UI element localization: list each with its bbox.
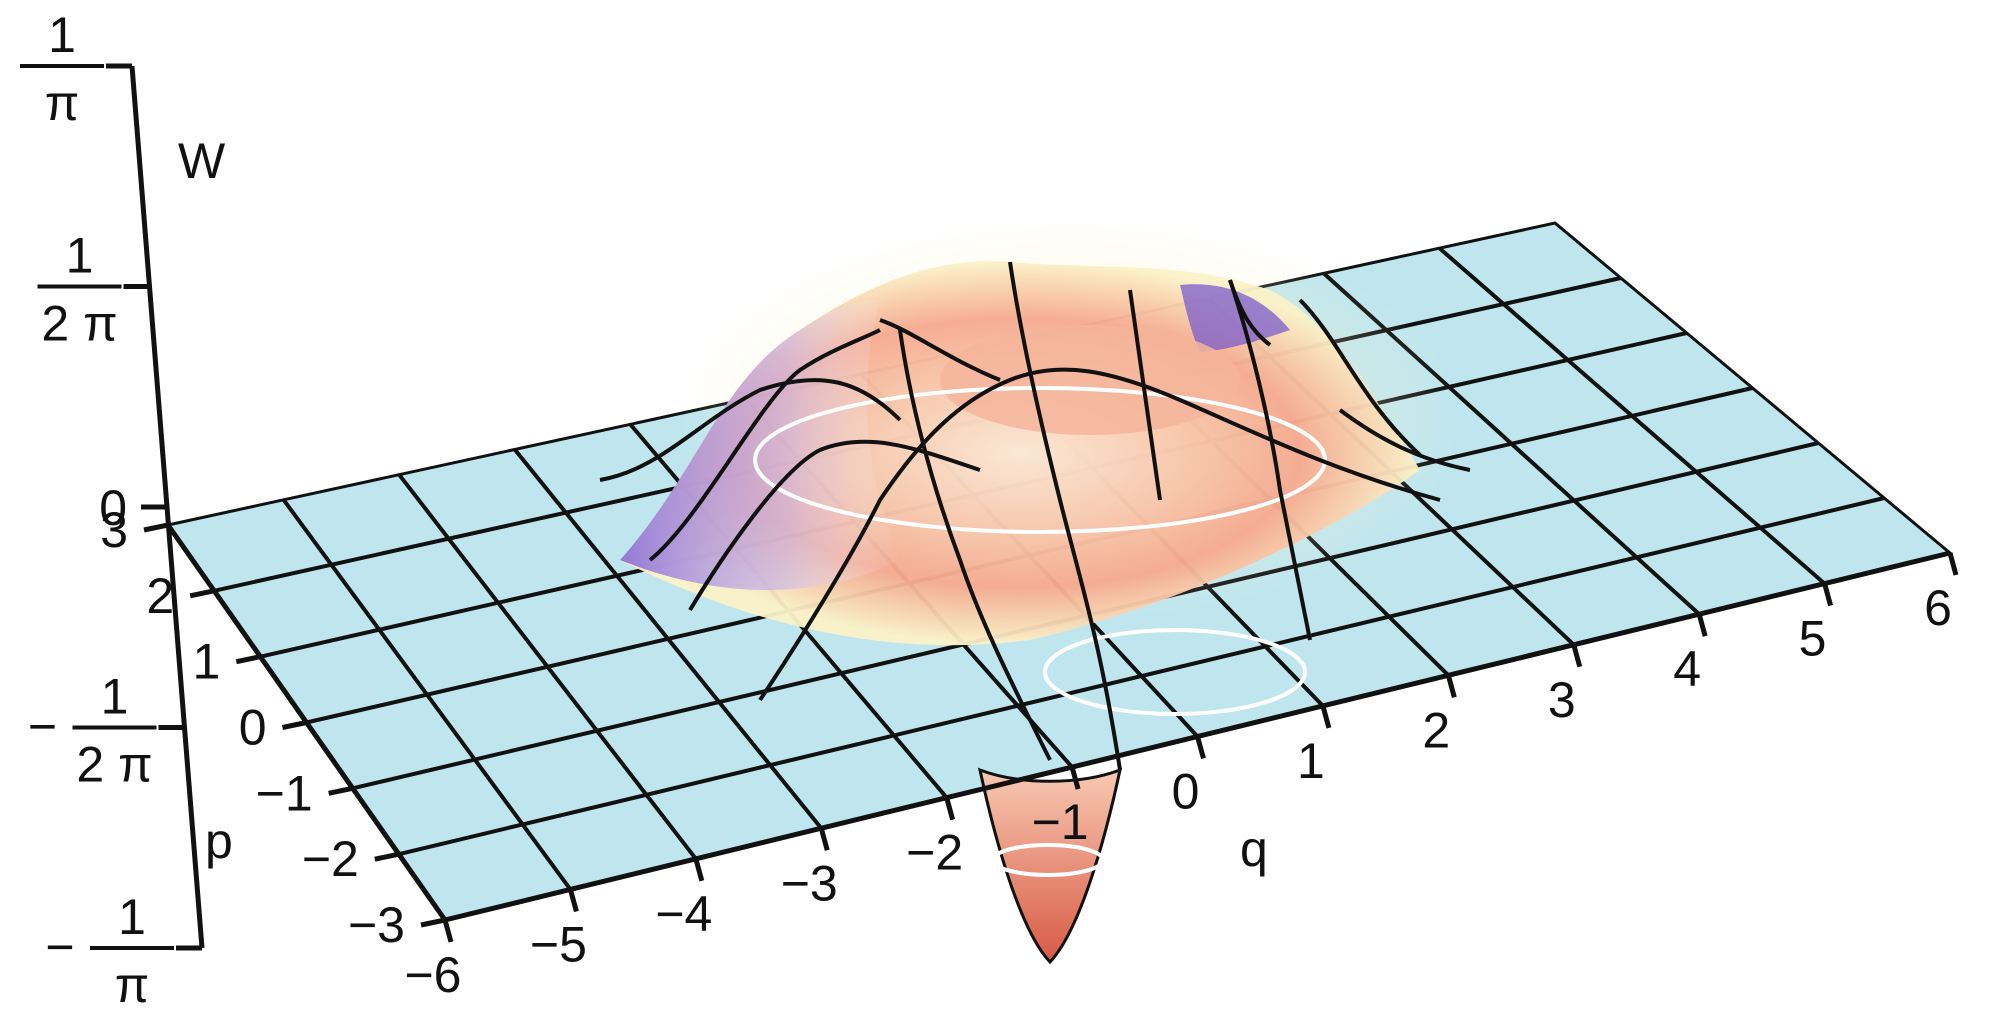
q-tick-label: 0 bbox=[1172, 764, 1200, 820]
q-tick-label: −2 bbox=[906, 825, 963, 881]
mesh-line bbox=[879, 318, 1001, 382]
q-tick-mark bbox=[1445, 674, 1457, 698]
mesh-line bbox=[1128, 289, 1162, 501]
p-tick-label: −3 bbox=[348, 897, 405, 953]
q-tick-mark bbox=[1696, 613, 1708, 637]
q-tick-mark bbox=[693, 858, 705, 882]
q-tick-label: 4 bbox=[1673, 641, 1701, 697]
p-axis-label: p bbox=[205, 813, 233, 869]
q-axis-ticks: −6 −5 −4 −3 −2 −1 0 1 2 3 4 5 6 bbox=[404, 552, 1959, 1003]
q-tick-mark bbox=[442, 919, 454, 943]
w-tick-denominator: π bbox=[115, 957, 150, 1013]
p-tick-label: −1 bbox=[256, 765, 313, 821]
contour-dip bbox=[991, 843, 1105, 877]
p-tick-label: 1 bbox=[193, 634, 221, 690]
p-tick-mark bbox=[374, 851, 400, 862]
p-tick-label: 3 bbox=[100, 502, 128, 558]
q-tick-label: −1 bbox=[1032, 794, 1089, 850]
ring-hole bbox=[940, 325, 1240, 435]
q-tick-mark bbox=[1571, 644, 1583, 668]
p-tick-label: 0 bbox=[239, 700, 267, 756]
mesh-line bbox=[1228, 279, 1312, 641]
contour-lower bbox=[1043, 628, 1307, 716]
mesh-line bbox=[1338, 408, 1471, 472]
w-tick-numerator: 1 bbox=[118, 889, 146, 945]
w-tick-denominator: 2 π bbox=[41, 296, 117, 352]
q-tick-label: −6 bbox=[404, 947, 461, 1003]
mesh-line bbox=[648, 328, 881, 562]
w-tick-numerator: 1 bbox=[48, 7, 76, 63]
p-tick-mark bbox=[143, 522, 169, 533]
w-tick-sign: − bbox=[45, 919, 74, 975]
ring-back-shade bbox=[1180, 284, 1290, 352]
q-tick-mark bbox=[1069, 766, 1081, 790]
q-tick-label: −5 bbox=[530, 916, 587, 972]
q-tick-mark bbox=[944, 797, 956, 821]
surface-mesh bbox=[599, 261, 1471, 771]
w-tick-sign: − bbox=[28, 699, 57, 755]
p-tick-mark bbox=[328, 785, 354, 796]
mesh-line bbox=[898, 329, 1052, 761]
w-axis-label: W bbox=[178, 133, 226, 189]
w-tick-denominator: 2 π bbox=[76, 737, 152, 793]
q-tick-label: 5 bbox=[1799, 611, 1827, 667]
q-tick-mark bbox=[1947, 552, 1959, 576]
floor-grid-line-p bbox=[398, 496, 1885, 857]
q-tick-label: 3 bbox=[1548, 672, 1576, 728]
q-tick-label: −4 bbox=[655, 886, 712, 942]
p-tick-mark bbox=[189, 588, 215, 599]
q-tick-mark bbox=[818, 827, 830, 851]
p-tick-mark bbox=[420, 917, 446, 928]
q-tick-mark bbox=[1195, 735, 1206, 760]
mesh-line bbox=[1228, 279, 1272, 347]
p-tick-label: 2 bbox=[146, 568, 174, 624]
q-tick-label: 6 bbox=[1924, 580, 1952, 636]
q-tick-mark bbox=[1320, 705, 1332, 729]
q-tick-mark bbox=[568, 888, 579, 913]
mesh-line bbox=[1298, 298, 1422, 457]
p-tick-mark bbox=[235, 654, 261, 665]
negative-dip bbox=[977, 767, 1123, 965]
mesh-line bbox=[599, 378, 902, 482]
mesh-line bbox=[1008, 261, 1122, 771]
w-tick-denominator: π bbox=[45, 75, 80, 131]
q-tick-label: 2 bbox=[1422, 702, 1450, 758]
w-tick-numerator: 1 bbox=[66, 228, 94, 284]
w-tick-label: 0 bbox=[99, 480, 127, 536]
mesh-line bbox=[758, 367, 1441, 702]
p-tick-mark bbox=[281, 720, 308, 730]
p-tick-label: −2 bbox=[302, 831, 359, 887]
q-tick-mark bbox=[1822, 582, 1833, 607]
w-tick-numerator: 1 bbox=[101, 669, 129, 725]
q-axis-label: q bbox=[1240, 821, 1268, 877]
q-tick-label: −3 bbox=[781, 855, 838, 911]
q-tick-label: 1 bbox=[1297, 733, 1325, 789]
